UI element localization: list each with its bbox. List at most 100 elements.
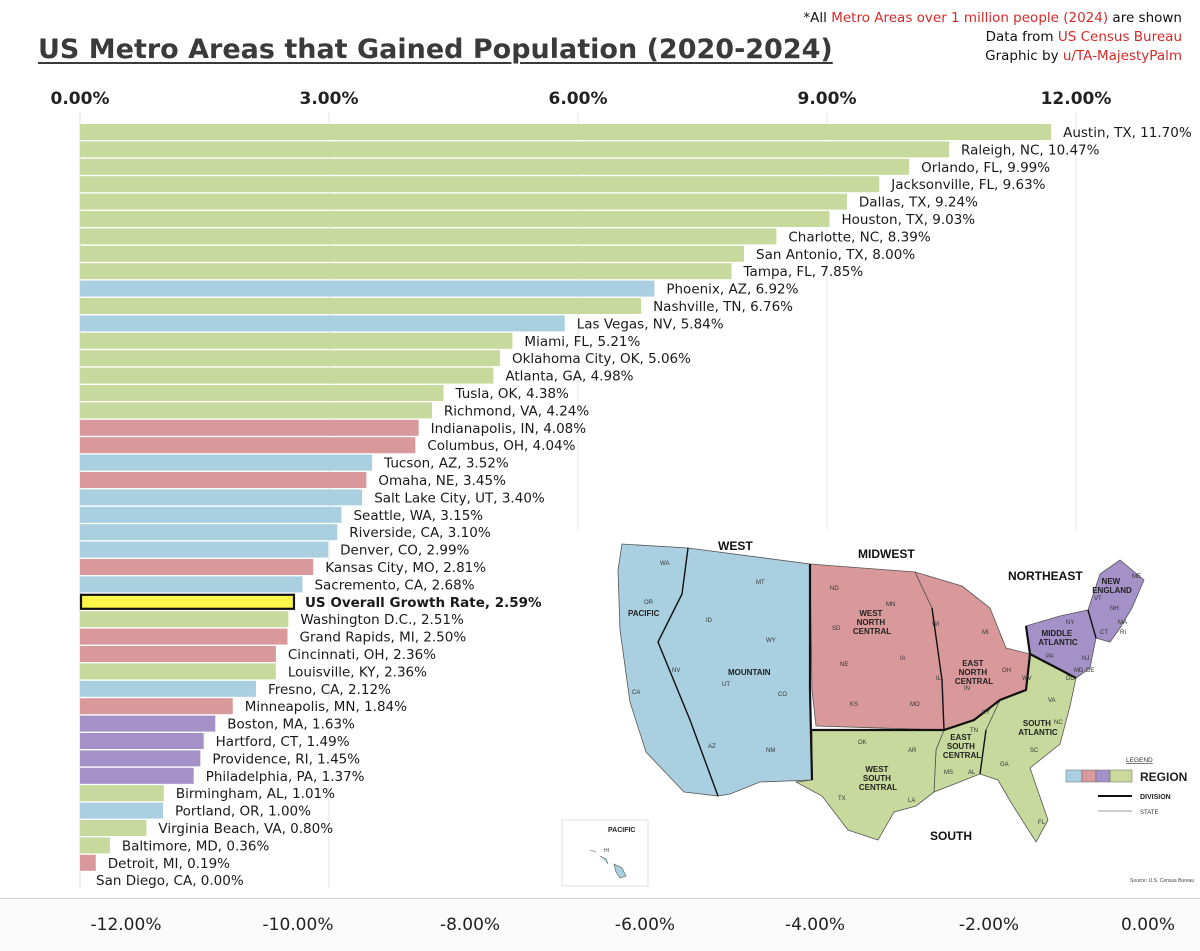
us-regions-map: WEST MIDWEST NORTHEAST SOUTH PACIFIC MOU… — [560, 530, 1200, 890]
map-pacific-label: PACIFIC — [628, 609, 660, 618]
bar-label: Jacksonville, FL, 9.63% — [890, 177, 1045, 193]
bar — [80, 419, 419, 436]
map-wnc-label: WEST NORTH CENTRAL — [853, 609, 891, 636]
bar-label: Atlanta, GA, 4.98% — [505, 369, 633, 385]
bar-label: Portland, OR, 1.00% — [175, 804, 311, 820]
bars — [79, 124, 1052, 871]
bar-label: Tusla, OK, 4.38% — [455, 386, 570, 402]
bar-label: Nashville, TN, 6.76% — [653, 299, 793, 315]
bar — [80, 402, 432, 419]
svg-text:IN: IN — [964, 686, 970, 692]
bar — [80, 298, 642, 314]
bar — [80, 854, 96, 871]
map-region-border-midwest-south — [812, 653, 1032, 732]
legend-swatch-northeast — [1095, 769, 1111, 783]
bar-label: Las Vegas, NV, 5.84% — [577, 316, 724, 332]
bar — [80, 124, 1052, 140]
svg-text:SD: SD — [832, 626, 841, 632]
legend-region-label: REGION — [1140, 770, 1187, 784]
svg-text:LA: LA — [908, 798, 915, 804]
bar — [80, 176, 880, 193]
map-hi-label: HI — [604, 848, 609, 854]
bar — [80, 245, 744, 262]
bar-label: Philadelphia, PA, 1.37% — [206, 769, 365, 785]
bottom-tick-label: -4.00% — [784, 915, 846, 935]
bar — [80, 837, 110, 854]
bar — [80, 472, 367, 488]
bar — [80, 750, 201, 767]
svg-text:WI: WI — [932, 622, 940, 628]
map-pacific-inset-label: PACIFIC — [608, 827, 635, 834]
svg-text:OH: OH — [1002, 668, 1011, 674]
bar-label: Charlotte, NC, 8.39% — [788, 229, 930, 245]
legend-division-label: DIVISION — [1140, 794, 1171, 801]
bar-label: Hartford, CT, 1.49% — [216, 734, 350, 750]
bar-label: Kansas City, MO, 2.81% — [325, 560, 486, 576]
map-new-england-label: NEW ENGLAND — [1092, 577, 1132, 595]
top-tick-label: 9.00% — [798, 89, 857, 109]
bar-label: Richmond, VA, 4.24% — [444, 403, 589, 419]
svg-text:MT: MT — [756, 580, 765, 586]
legend-state-label: STATE — [1140, 810, 1158, 816]
top-tick-label: 12.00% — [1041, 89, 1112, 109]
bar-label: Seattle, WA, 3.15% — [353, 508, 483, 524]
map-source-note: Source: U.S. Census Bureau — [1130, 878, 1194, 884]
bar-label: Houston, TX, 9.03% — [841, 212, 975, 228]
bar-label: Orlando, FL, 9.99% — [921, 160, 1050, 176]
map-wsc-label: WEST SOUTH CENTRAL — [859, 765, 897, 792]
map-hawaii-islands — [589, 849, 627, 879]
map-south-atlantic-label: SOUTH ATLANTIC — [1018, 719, 1058, 737]
bottom-tick-label: -2.00% — [958, 915, 1020, 935]
map-middle-atlantic-label: MIDDLE ATLANTIC — [1038, 629, 1078, 647]
svg-text:MN: MN — [886, 602, 895, 608]
map-state-labels: WA OR CA ID NV MT WY UT CO AZ NM ND SD N… — [632, 561, 1141, 826]
svg-text:MA: MA — [1118, 620, 1127, 626]
bar-label: Boston, MA, 1.63% — [227, 717, 355, 733]
svg-text:NY: NY — [1066, 620, 1074, 626]
svg-text:TX: TX — [838, 796, 846, 802]
bar — [80, 628, 288, 645]
bar-label: Sacremento, CA, 2.68% — [314, 577, 474, 593]
svg-text:OR: OR — [644, 600, 654, 606]
bar-label: Dallas, TX, 9.24% — [859, 195, 978, 211]
svg-text:ME: ME — [1132, 574, 1141, 580]
bar — [80, 506, 342, 523]
map-west-label: WEST — [718, 539, 753, 553]
bar — [80, 767, 194, 784]
top-tick-label: 6.00% — [549, 89, 608, 109]
bar — [80, 211, 830, 227]
svg-text:VA: VA — [1048, 698, 1056, 704]
bar-label: Indianapolis, IN, 4.08% — [431, 421, 587, 437]
svg-text:CA: CA — [632, 690, 640, 696]
svg-text:DE: DE — [1086, 668, 1094, 674]
map-division-border — [657, 547, 1097, 797]
bar — [80, 315, 565, 332]
bar — [80, 454, 373, 471]
legend-swatch-west — [1065, 769, 1083, 783]
svg-text:KS: KS — [850, 702, 858, 708]
bottom-tick-label: -6.00% — [614, 915, 676, 935]
bar — [80, 280, 655, 297]
map-midwest-label: MIDWEST — [858, 547, 915, 561]
bar-label: Fresno, CA, 2.12% — [268, 682, 391, 698]
bar-label: Omaha, NE, 3.45% — [378, 473, 506, 489]
bar-label: Providence, RI, 1.45% — [212, 751, 360, 767]
bar — [80, 193, 847, 210]
svg-text:MO: MO — [910, 702, 920, 708]
credits-block: *All Metro Areas over 1 million people (… — [803, 9, 1182, 66]
top-axis: 0.00% 3.00% 6.00% 9.00% 12.00% — [51, 89, 1112, 109]
bar-label: Louisville, KY, 2.36% — [288, 664, 427, 680]
bar-label: Riverside, CA, 3.10% — [349, 525, 491, 541]
svg-text:TN: TN — [970, 728, 978, 734]
bar-label: Tucson, AZ, 3.52% — [383, 456, 509, 472]
graphic-credit: Graphic by u/TA-MajestyPalm — [985, 48, 1182, 64]
bar — [80, 385, 444, 401]
map-northeast-label: NORTHEAST — [1008, 569, 1083, 583]
bar-label: Phoenix, AZ, 6.92% — [666, 282, 798, 298]
svg-text:AZ: AZ — [708, 744, 716, 750]
svg-text:MD: MD — [1074, 668, 1084, 674]
bar-label: San Diego, CA, 0.00% — [96, 873, 244, 889]
bar — [80, 680, 256, 697]
bar — [80, 576, 303, 593]
